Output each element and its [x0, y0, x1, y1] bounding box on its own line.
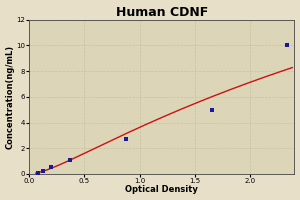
Point — [36, 171, 40, 174]
Point — [49, 166, 54, 169]
Point — [284, 44, 289, 47]
X-axis label: Optical Density: Optical Density — [125, 185, 198, 194]
Y-axis label: Concentration(ng/mL): Concentration(ng/mL) — [6, 45, 15, 149]
Title: Human CDNF: Human CDNF — [116, 6, 208, 19]
Point — [41, 169, 46, 172]
Point — [68, 158, 72, 161]
Point — [124, 138, 129, 141]
Point — [209, 108, 214, 111]
